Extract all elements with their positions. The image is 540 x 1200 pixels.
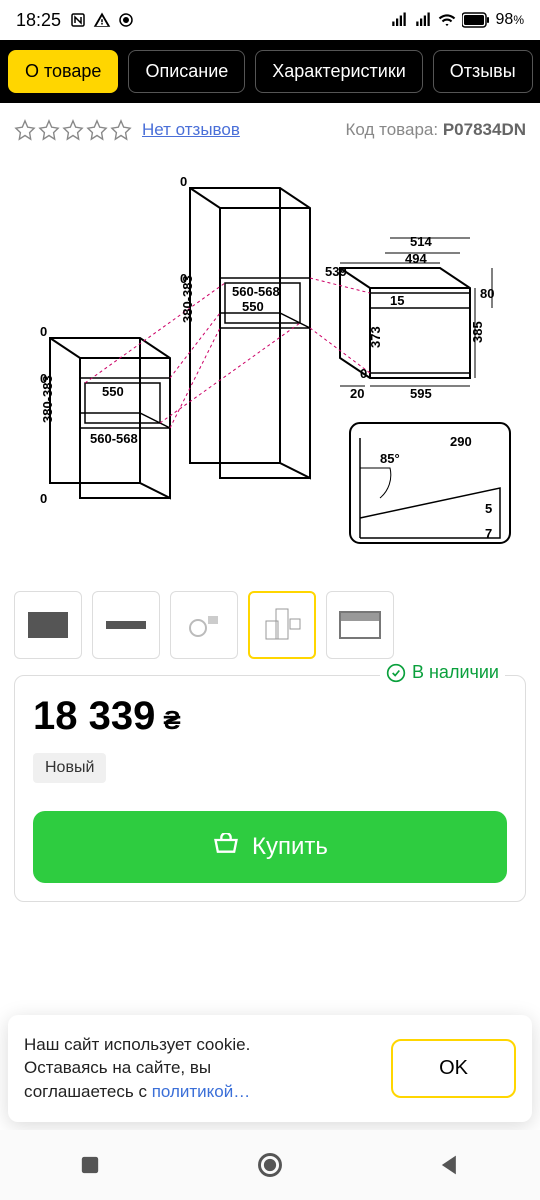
- status-time: 18:25: [16, 10, 61, 31]
- dim-595: 595: [410, 386, 432, 401]
- dim-zero: 0: [360, 366, 367, 381]
- dim-380-383: 380-383: [40, 375, 55, 423]
- stock-status: В наличии: [380, 662, 505, 683]
- dim-514: 514: [410, 234, 432, 249]
- nav-home-icon[interactable]: [256, 1151, 284, 1179]
- battery-percent: 98%: [496, 11, 524, 29]
- star-icon: [14, 119, 36, 141]
- star-icon: [62, 119, 84, 141]
- battery-value: 98: [496, 11, 514, 28]
- price-currency: ₴: [163, 705, 180, 736]
- dim-7: 7: [485, 526, 492, 541]
- dim-290: 290: [450, 434, 472, 449]
- cookie-banner: Наш сайт использует cookie. Оставаясь на…: [8, 1015, 532, 1122]
- cookie-text: Наш сайт использует cookie. Оставаясь на…: [24, 1033, 375, 1104]
- dim-85deg: 85°: [380, 451, 400, 466]
- tab-reviews[interactable]: Отзывы: [433, 50, 533, 93]
- cookie-line3a: соглашаетесь с: [24, 1082, 152, 1101]
- dim-385: 385: [470, 321, 485, 343]
- status-bar: 18:25 98%: [0, 0, 540, 40]
- status-right: 98%: [390, 11, 524, 29]
- buy-button[interactable]: Купить: [33, 811, 507, 883]
- location-icon: [117, 11, 135, 29]
- no-reviews-link[interactable]: Нет отзывов: [142, 120, 240, 140]
- star-icon: [110, 119, 132, 141]
- signal-icon-2: [414, 11, 432, 29]
- tab-specs[interactable]: Характеристики: [255, 50, 422, 93]
- dim-zero: 0: [40, 491, 47, 506]
- nav-back-icon[interactable]: [436, 1151, 464, 1179]
- tabs-bar: О товаре Описание Характеристики Отзывы: [0, 40, 540, 103]
- star-icon: [38, 119, 60, 141]
- thumbnail-3[interactable]: [248, 591, 316, 659]
- cookie-line1: Наш сайт использует cookie.: [24, 1035, 250, 1054]
- rating-left: Нет отзывов: [14, 119, 240, 141]
- battery-icon: [462, 12, 490, 28]
- price-amount: 18 339: [33, 694, 155, 739]
- dim-560-568: 560-568: [90, 431, 138, 446]
- wifi-icon: [438, 11, 456, 29]
- dim-373: 373: [368, 326, 383, 348]
- nfc-icon: [69, 11, 87, 29]
- sku-label: Код товара:: [345, 120, 438, 139]
- dim-zero: 0: [180, 174, 187, 189]
- rating-row: Нет отзывов Код товара: P07834DN: [0, 103, 540, 153]
- dim-539: 539: [325, 264, 347, 279]
- dim-5: 5: [485, 501, 492, 516]
- dim-560-568: 560-568: [232, 284, 280, 299]
- thumbnail-4[interactable]: [326, 591, 394, 659]
- cart-icon: [212, 833, 240, 861]
- cookie-policy-link[interactable]: политикой…: [152, 1082, 251, 1101]
- android-navbar: [0, 1130, 540, 1200]
- dim-zero: 0: [40, 324, 47, 339]
- stock-label: В наличии: [412, 662, 499, 683]
- dim-15: 15: [390, 293, 404, 308]
- tab-description[interactable]: Описание: [128, 50, 245, 93]
- dimension-diagram: 0 0 560-568 550 380-383 0 0 0 550 560-56…: [20, 163, 520, 573]
- dim-380-383: 380-383: [180, 275, 195, 323]
- signal-icon-1: [390, 11, 408, 29]
- status-icons-left: [69, 11, 135, 29]
- status-left: 18:25: [16, 10, 135, 31]
- cookie-line2: Оставаясь на сайте, вы: [24, 1058, 211, 1077]
- warning-icon: [93, 11, 111, 29]
- cookie-ok-button[interactable]: OK: [391, 1039, 516, 1098]
- thumbnail-2[interactable]: [170, 591, 238, 659]
- star-icon: [86, 119, 108, 141]
- sku-value: P07834DN: [443, 120, 526, 139]
- thumbnail-0[interactable]: [14, 591, 82, 659]
- condition-badge: Новый: [33, 753, 106, 783]
- price-card: В наличии 18 339 ₴ Новый Купить: [14, 675, 526, 902]
- price: 18 339 ₴: [33, 694, 507, 739]
- buy-label: Купить: [252, 833, 328, 861]
- nav-recent-icon[interactable]: [76, 1151, 104, 1179]
- product-image[interactable]: 0 0 560-568 550 380-383 0 0 0 550 560-56…: [0, 153, 540, 583]
- dim-550: 550: [242, 299, 264, 314]
- thumbnail-1[interactable]: [92, 591, 160, 659]
- dim-20: 20: [350, 386, 364, 401]
- sku: Код товара: P07834DN: [345, 120, 526, 140]
- dim-550: 550: [102, 384, 124, 399]
- rating-stars[interactable]: [14, 119, 132, 141]
- check-circle-icon: [386, 663, 406, 683]
- battery-suffix: %: [513, 13, 524, 27]
- tab-about[interactable]: О товаре: [8, 50, 118, 93]
